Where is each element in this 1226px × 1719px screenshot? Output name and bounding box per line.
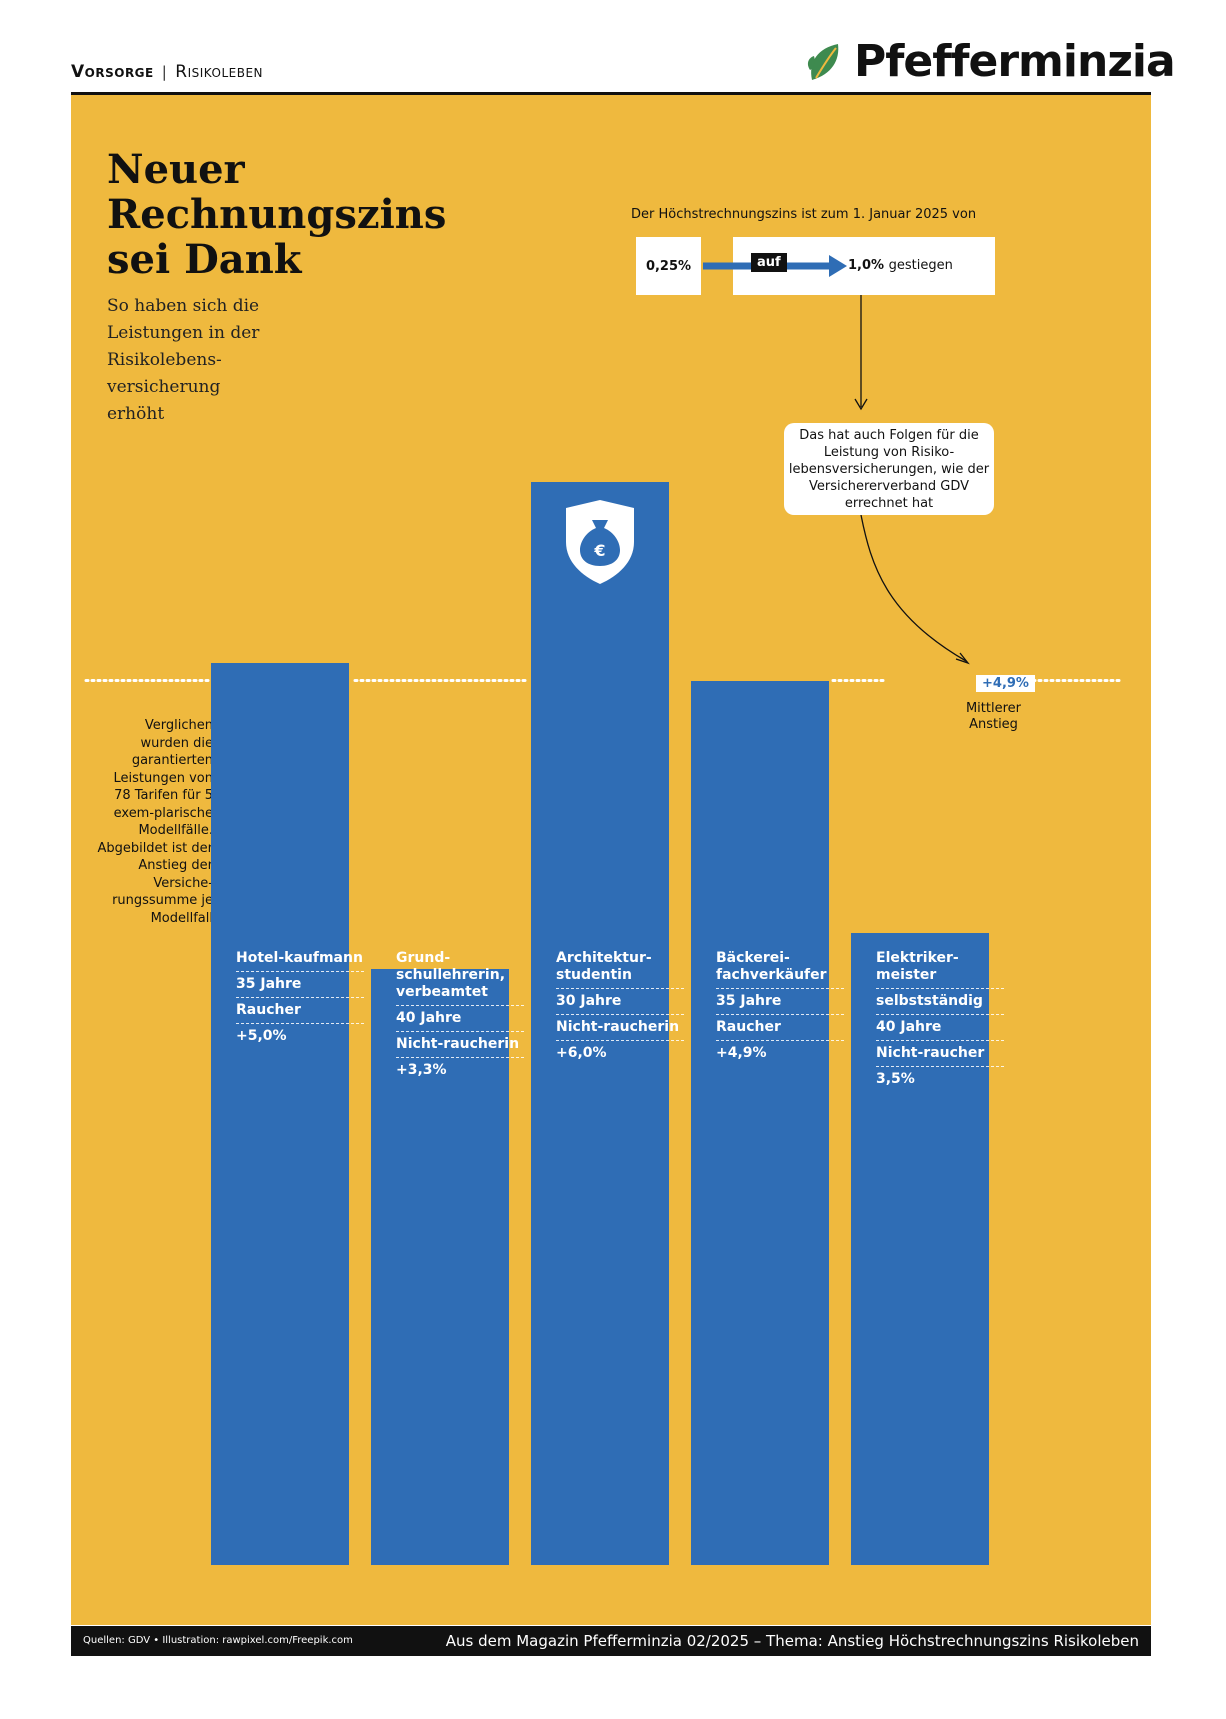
page-title: Neuer Rechnungszins sei Dank: [107, 146, 447, 283]
footer-sources: Quellen: GDV • Illustration: rawpixel.co…: [83, 1635, 353, 1646]
note-arrow-head: [854, 398, 868, 411]
bar-info-4: Bäckerei-fachverkäufer 35 Jahre Raucher +4,…: [716, 950, 844, 1066]
average-curve-arrowhead: [955, 652, 970, 665]
bar-info-5: Elektriker-meister selbstständig 40 Jahre N…: [876, 950, 1004, 1092]
rate-from-value: 0,25%: [645, 258, 692, 274]
average-curve-arrow: [860, 514, 967, 662]
bar-age-label: 40 Jahre: [876, 1015, 1004, 1041]
bar-name-label: Hotel-kaufmann: [236, 950, 364, 972]
rate-to-value-line: 1,0% gestiegen: [848, 258, 953, 273]
bar-status-label: Raucher: [716, 1015, 844, 1041]
bar-3: [531, 482, 669, 1565]
bar-age-label: 30 Jahre: [556, 989, 684, 1015]
subsection-label: Risikoleben: [175, 62, 264, 82]
page-subtitle: So haben sich die Leistungen in der Risi…: [107, 296, 260, 424]
section-header: Vorsorge | Risikoleben: [71, 62, 263, 82]
rate-from-box: 0,25%: [636, 237, 701, 295]
bar-status-label: Nicht-raucherin: [556, 1015, 684, 1041]
average-value-badge: +4,9%: [976, 675, 1035, 692]
bar-5: [851, 933, 989, 1565]
bar-4: [691, 680, 829, 1565]
consequence-note-text: Das hat auch Folgen für die Leistung von…: [788, 427, 990, 511]
bar-name-label: Grund-schullehrerin, verbeamtet: [396, 950, 524, 1006]
bar-value-label: +4,9%: [716, 1045, 767, 1061]
bar-age-label: 35 Jahre: [236, 972, 364, 998]
bar-age-label: 35 Jahre: [716, 989, 844, 1015]
rate-connector-label: auf: [751, 253, 787, 272]
section-separator: |: [161, 63, 168, 81]
bar-status-label: Nicht-raucherin: [396, 1032, 524, 1058]
bar-info-3: Architektur-studentin 30 Jahre Nicht-rauch…: [556, 950, 684, 1066]
bar-value-label: 3,5%: [876, 1071, 915, 1087]
infographic-panel: Neuer Rechnungszins sei Dank So haben si…: [71, 95, 1151, 1625]
bar-extra-label: selbstständig: [876, 989, 1004, 1015]
bar-2: [371, 969, 509, 1565]
bar-value-label: +3,3%: [396, 1062, 447, 1078]
bar-name-label: Elektriker-meister: [876, 950, 1004, 989]
bar-1: [211, 662, 349, 1565]
method-note: Verglichen wurden die garantierten Leist…: [97, 718, 213, 926]
brand-logo: Pfefferminzia: [806, 36, 1176, 87]
section-label: Vorsorge: [71, 62, 154, 82]
average-label: Mittlerer Anstieg: [965, 701, 1022, 732]
euro-icon: €: [593, 541, 605, 560]
rate-to-value: 1,0%: [848, 258, 885, 273]
bar-value-label: +6,0%: [556, 1045, 607, 1061]
leaf-logo-icon: [807, 43, 839, 80]
footer: Quellen: GDV • Illustration: rawpixel.co…: [71, 1626, 1151, 1656]
bar-status-label: Nicht-raucher: [876, 1041, 1004, 1067]
bar-status-label: Raucher: [236, 998, 364, 1024]
rate-change-label: Der Höchstrechnungszins ist zum 1. Janua…: [631, 207, 977, 222]
bar-name-label: Bäckerei-fachverkäufer: [716, 950, 844, 989]
bar-info-2: Grund-schullehrerin, verbeamtet 40 Jahre N…: [396, 950, 524, 1083]
footer-magazine: Aus dem Magazin Pfefferminzia 02/2025 – …: [445, 1632, 1139, 1650]
brand-name: Pfefferminzia: [854, 36, 1176, 87]
consequence-note: Das hat auch Folgen für die Leistung von…: [784, 423, 994, 515]
bar-value-label: +5,0%: [236, 1028, 287, 1044]
money-bag-shield-icon: €: [566, 500, 634, 584]
bar-age-label: 40 Jahre: [396, 1006, 524, 1032]
bar-info-1: Hotel-kaufmann 35 Jahre Raucher +5,0%: [236, 950, 364, 1049]
header-rule: [71, 92, 1151, 95]
bar-name-label: Architektur-studentin: [556, 950, 684, 989]
rate-to-suffix: gestiegen: [888, 258, 953, 273]
